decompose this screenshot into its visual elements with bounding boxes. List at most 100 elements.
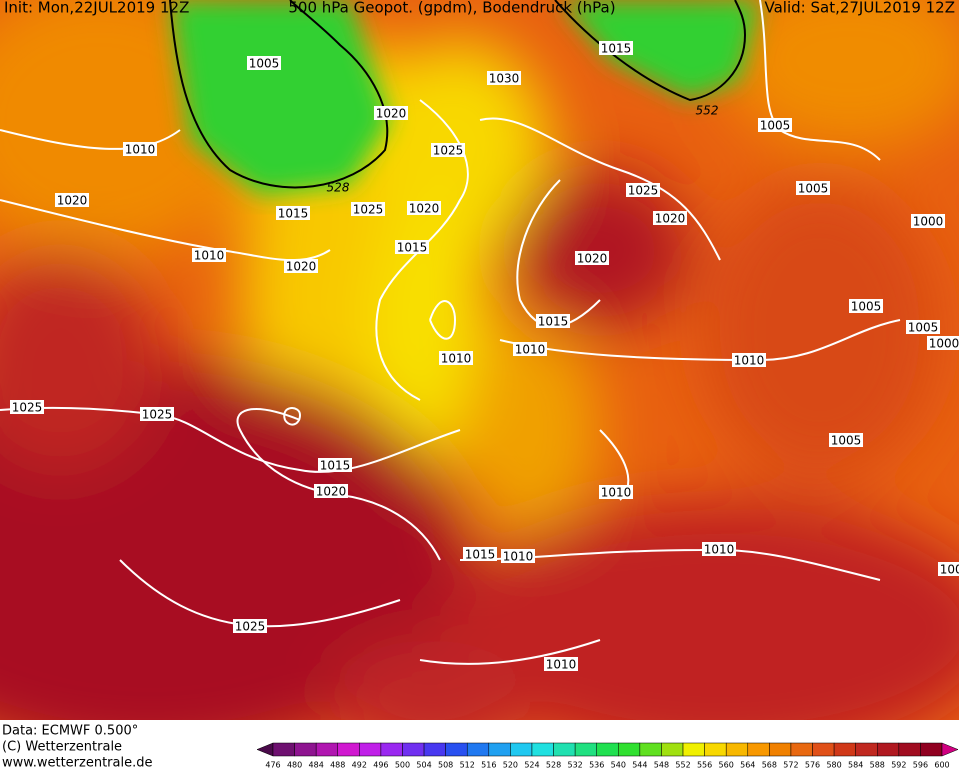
isobar-label: 1025 bbox=[142, 408, 173, 422]
isobar-label: 1025 bbox=[353, 203, 384, 217]
colorbar-arrow bbox=[941, 742, 959, 757]
isobar-label: 1000 bbox=[913, 215, 944, 229]
colorbar-box bbox=[898, 742, 921, 757]
colorbar-label: 520 bbox=[503, 761, 518, 770]
colorbar-box bbox=[704, 742, 727, 757]
isobar-label: 1020 bbox=[577, 252, 608, 266]
colorbar-label: 476 bbox=[265, 761, 280, 770]
isobar-label: 1010 bbox=[125, 143, 156, 157]
colorbar-label: 528 bbox=[546, 761, 561, 770]
isobar-label: 1005 bbox=[908, 321, 939, 335]
label-box bbox=[927, 336, 959, 350]
colorbar-label: 584 bbox=[848, 761, 863, 770]
colorbar-label: 488 bbox=[330, 761, 345, 770]
isobar-label: 1020 bbox=[57, 194, 88, 208]
label-box bbox=[192, 248, 226, 262]
colorbar-label: 496 bbox=[373, 761, 388, 770]
isobar-label: 1025 bbox=[433, 144, 464, 158]
label-box bbox=[314, 484, 348, 498]
colorbar-label: 512 bbox=[460, 761, 475, 770]
colorbar-label: 568 bbox=[762, 761, 777, 770]
label-box bbox=[732, 353, 766, 367]
label-box bbox=[599, 485, 633, 499]
label-box bbox=[911, 214, 945, 228]
colorbar-label: 492 bbox=[352, 761, 367, 770]
label-box bbox=[513, 342, 547, 356]
label-box bbox=[276, 206, 310, 220]
label-box bbox=[758, 118, 792, 132]
colorbar-box bbox=[812, 742, 835, 757]
label-box bbox=[10, 400, 44, 414]
label-box bbox=[463, 547, 497, 561]
colorbar-box bbox=[877, 742, 900, 757]
label-box bbox=[626, 183, 660, 197]
colorbar-box bbox=[855, 742, 878, 757]
colorbar-box bbox=[445, 742, 468, 757]
copyright: (C) Wetterzentrale bbox=[2, 740, 122, 755]
colorbar-box bbox=[920, 742, 943, 757]
label-box bbox=[487, 71, 521, 85]
label-box bbox=[395, 240, 429, 254]
colorbar-box bbox=[661, 742, 684, 757]
isobar-label: 1020 bbox=[286, 260, 317, 274]
label-box bbox=[247, 56, 281, 70]
colorbar-box bbox=[488, 742, 511, 757]
isobar-label: 1005 bbox=[760, 119, 791, 133]
isobar-label: 1010 bbox=[515, 343, 546, 357]
isobar-label: 1010 bbox=[194, 249, 225, 263]
valid-time: Valid: Sat,27JUL2019 12Z bbox=[765, 0, 955, 17]
colorbar-label: 536 bbox=[589, 761, 604, 770]
isobar-label: 1010 bbox=[704, 543, 735, 557]
colorbar-box bbox=[682, 742, 705, 757]
colorbar-label: 484 bbox=[309, 761, 324, 770]
label-box bbox=[906, 320, 940, 334]
label-box bbox=[431, 143, 465, 157]
isobar-label: 1005 bbox=[249, 57, 280, 71]
isobar-label: 1025 bbox=[235, 620, 266, 634]
label-box bbox=[938, 562, 959, 576]
isobar-label: 1025 bbox=[12, 401, 43, 415]
geopotential-label: 528 bbox=[327, 181, 350, 195]
colorbar-label: 548 bbox=[654, 761, 669, 770]
colorbar-label: 600 bbox=[934, 761, 949, 770]
colorbar-box bbox=[510, 742, 533, 757]
isobar-label: 1005 bbox=[851, 300, 882, 314]
colorbar-label: 560 bbox=[719, 761, 734, 770]
colorbar-label: 516 bbox=[481, 761, 496, 770]
isobar-label: 1025 bbox=[628, 184, 659, 198]
isobar-label: 1015 bbox=[397, 241, 428, 255]
colorbar-box bbox=[294, 742, 317, 757]
isobar-label: 1000 bbox=[929, 337, 959, 351]
colorbar-label: 580 bbox=[826, 761, 841, 770]
colorbar-box bbox=[380, 742, 403, 757]
colorbar-label: 524 bbox=[524, 761, 539, 770]
isobar-label: 1000 bbox=[940, 563, 959, 577]
label-box bbox=[829, 433, 863, 447]
map-title: 500 hPa Geopot. (gpdm), Bodendruck (hPa) bbox=[288, 0, 615, 17]
colorbar-label: 552 bbox=[675, 761, 690, 770]
label-box bbox=[702, 542, 736, 556]
colorbar-label: 564 bbox=[740, 761, 755, 770]
colorbar-label: 572 bbox=[783, 761, 798, 770]
isobar-label: 1005 bbox=[831, 434, 862, 448]
isobar-label: 1010 bbox=[734, 354, 765, 368]
colorbar-box bbox=[596, 742, 619, 757]
colorbar-label: 576 bbox=[805, 761, 820, 770]
colorbar-box bbox=[402, 742, 425, 757]
colorbar-box bbox=[769, 742, 792, 757]
colorbar-box bbox=[790, 742, 813, 757]
colorbar-label: 596 bbox=[913, 761, 928, 770]
colorbar-box bbox=[833, 742, 856, 757]
isobar-label: 1020 bbox=[316, 485, 347, 499]
isobar-label: 1010 bbox=[546, 658, 577, 672]
label-box bbox=[796, 181, 830, 195]
isobar-label: 1015 bbox=[601, 42, 632, 56]
label-box bbox=[374, 106, 408, 120]
label-box bbox=[123, 142, 157, 156]
website: www.wetterzentrale.de bbox=[2, 756, 152, 770]
isobar-label: 1030 bbox=[489, 72, 520, 86]
geopotential-label: 552 bbox=[696, 104, 719, 118]
